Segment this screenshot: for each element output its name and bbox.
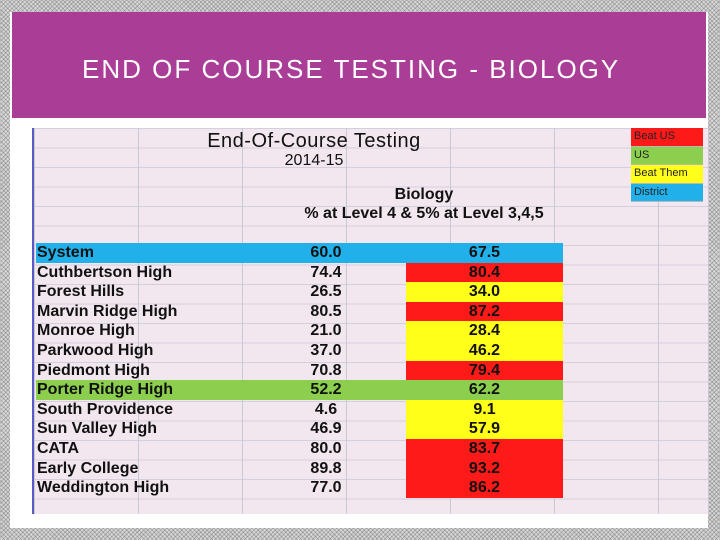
table-row: Early College 89.8 93.2 (36, 458, 563, 479)
level-3-4-5-value: 80.4 (406, 262, 563, 283)
level-3-4-5-value: 67.5 (468, 244, 501, 261)
table-row: Sun Valley High 46.9 57.9 (36, 419, 563, 439)
level-4-5-value: 52.2 (310, 381, 342, 399)
school-name: Marvin Ridge High (37, 302, 178, 320)
table-row: Parkwood High 37.0 46.2 (36, 340, 563, 361)
level-3-4-5-value: 79.4 (406, 360, 563, 381)
level-3-4-5-value: 28.4 (406, 321, 563, 341)
level-4-5-value: 21.0 (310, 322, 342, 340)
table-row: Cuthbertson High 74.4 80.4 (36, 262, 563, 283)
sheet-subject: Biology (394, 186, 454, 203)
table-row: Porter Ridge High 52.2 62.2 (36, 380, 563, 400)
slide-title: END OF COURSE TESTING - BIOLOGY (82, 54, 621, 84)
school-name: Piedmont High (37, 361, 150, 379)
level-4-5-value: 46.9 (310, 420, 342, 438)
school-name: CATA (37, 439, 80, 457)
level-3-4-5-value: 62.2 (468, 381, 501, 399)
school-name: Cuthbertson High (37, 263, 173, 281)
level-3-4-5-value: 93.2 (406, 458, 563, 479)
sheet-year: 2014-15 (284, 152, 344, 169)
school-name: Early College (37, 459, 139, 477)
level-3-4-5-value: 87.2 (406, 301, 563, 322)
level-4-5-value: 80.5 (310, 302, 342, 320)
table-row: Monroe High 21.0 28.4 (36, 321, 563, 341)
school-name: Weddington High (37, 479, 170, 497)
school-name: Forest Hills (37, 283, 125, 301)
table-row: Marvin Ridge High 80.5 87.2 (36, 301, 563, 322)
legend-item-beat-us: Beat US (631, 128, 703, 147)
level-3-4-5-value: 34.0 (406, 282, 563, 302)
score-table: System 60.0 67.5 Cuthbertson High 74.4 80.4 Fo… (36, 243, 563, 498)
spreadsheet-image: End-Of-Course Testing 2014-15 Biology % … (32, 128, 709, 514)
level-3-4-5-value: 83.7 (406, 438, 563, 459)
school-name: Porter Ridge High (37, 381, 174, 399)
legend-item-district: District (631, 183, 703, 202)
title-banner (12, 12, 706, 118)
table-row: CATA 80.0 83.7 (36, 438, 563, 459)
school-name: Monroe High (37, 322, 135, 340)
table-row: Piedmont High 70.8 79.4 (36, 360, 563, 381)
table-row: Weddington High 77.0 86.2 (36, 478, 563, 498)
school-name: Parkwood High (37, 341, 154, 359)
school-name: South Providence (37, 400, 174, 418)
legend-item-beat-them: Beat Them (631, 165, 703, 184)
table-row: System 60.0 67.5 (36, 243, 563, 263)
sheet-title: End-Of-Course Testing (207, 130, 421, 152)
level-3-4-5-value: 46.2 (406, 340, 563, 361)
level-4-5-value: 74.4 (310, 263, 342, 281)
table-row: South Providence 4.6 9.1 (36, 399, 563, 420)
school-name: Sun Valley High (37, 420, 158, 438)
level-4-5-value: 80.0 (310, 439, 342, 457)
level-4-5-value: 4.6 (314, 400, 338, 418)
color-legend: Beat US US Beat Them District (631, 128, 703, 202)
level-4-5-value: 77.0 (310, 479, 342, 497)
level-3-4-5-value: 9.1 (406, 399, 563, 420)
sheet-metric: % at Level 4 & 5% at Level 3,4,5 (304, 205, 544, 222)
level-3-4-5-value: 57.9 (406, 419, 563, 439)
level-4-5-value: 60.0 (310, 244, 342, 261)
level-4-5-value: 26.5 (310, 283, 342, 301)
legend-item-us: US (631, 146, 703, 165)
school-name: System (37, 244, 94, 261)
level-3-4-5-value: 86.2 (406, 478, 563, 498)
level-4-5-value: 89.8 (310, 459, 342, 477)
level-4-5-value: 70.8 (310, 361, 342, 379)
level-4-5-value: 37.0 (310, 341, 342, 359)
table-row: Forest Hills 26.5 34.0 (36, 282, 563, 302)
